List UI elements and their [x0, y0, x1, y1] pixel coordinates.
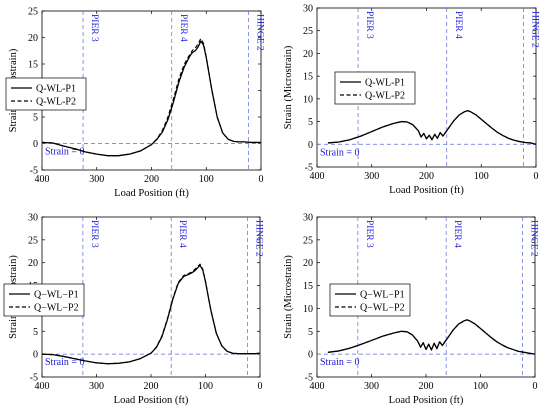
- series-line-1: [327, 110, 536, 145]
- y-tick-label: 0: [308, 140, 313, 151]
- legend-entry-label: Q−WL−P1: [34, 290, 79, 301]
- x-tick-label: 400: [35, 174, 50, 185]
- y-axis-title: Strain (Microstrain): [283, 45, 294, 129]
- chart-panel-top-right: 400 300 200 100 0 -5 0 5 10 15 20 25 30 Load Position…: [275, 0, 550, 206]
- y-tick-label: 30: [303, 4, 313, 15]
- y-tick-label: 20: [28, 33, 38, 44]
- y-tick-label: -5: [305, 163, 313, 174]
- y-tick-label: 5: [308, 327, 313, 338]
- y-tick-label: 15: [303, 72, 313, 83]
- x-tick-label: 300: [364, 171, 379, 182]
- reference-label-pier-3: PIER 3: [89, 220, 99, 248]
- x-tick-label: 0: [258, 381, 263, 392]
- zero-strain-label: Strain = 0: [320, 147, 360, 158]
- y-tick-label: 0: [308, 350, 313, 361]
- x-tick-label: 0: [533, 381, 538, 392]
- y-tick-label: 20: [303, 49, 313, 60]
- x-axis-title: Load Position (ft): [114, 395, 189, 406]
- reference-label-pier-4: PIER 4: [452, 220, 462, 248]
- reference-label-hinge-2: HINGE 2: [254, 14, 264, 51]
- y-tick-label: 25: [28, 7, 38, 18]
- y-tick-label: 0: [33, 139, 38, 150]
- x-tick-label: 200: [144, 174, 159, 185]
- series-line-2: [327, 110, 536, 145]
- x-tick-label: 0: [534, 171, 539, 182]
- x-tick-label: 200: [144, 381, 159, 392]
- series-line-2: [42, 263, 260, 365]
- x-axis-title: Load Position (ft): [114, 188, 189, 199]
- y-tick-label: -5: [305, 373, 313, 384]
- x-tick-label: 400: [310, 171, 325, 182]
- x-tick-label: 100: [473, 381, 488, 392]
- y-tick-label: 5: [33, 113, 38, 124]
- y-tick-label: -5: [30, 373, 38, 384]
- legend-entry-label: Q-WL-P2: [365, 91, 405, 102]
- x-tick-label: 400: [310, 381, 325, 392]
- x-axis-title: Load Position (ft): [389, 395, 464, 406]
- chart-svg: 400 300 200 100 0 -5 0 5 10 15 20 25 30 Load Position…: [283, 213, 538, 407]
- y-tick-label: 10: [303, 304, 313, 315]
- legend-entry-label: Q-WL-P2: [36, 97, 76, 108]
- y-tick-label: 20: [303, 258, 313, 269]
- x-tick-label: 300: [364, 381, 379, 392]
- zero-strain-label: Strain = 0: [45, 147, 85, 158]
- x-tick-label: 200: [419, 381, 434, 392]
- x-tick-label: 300: [89, 381, 104, 392]
- chart-panel-bottom-right: 400 300 200 100 0 -5 0 5 10 15 20 25 30 Load Position…: [275, 206, 550, 413]
- legend-entry-label: Q−WL−P2: [34, 303, 79, 314]
- reference-label-pier-3: PIER 3: [364, 11, 374, 39]
- y-tick-label: 10: [303, 94, 313, 105]
- zero-strain-label: Strain = 0: [320, 357, 360, 368]
- reference-label-hinge-2: HINGE 2: [253, 220, 263, 257]
- y-tick-label: 0: [33, 350, 38, 361]
- x-axis-title: Load Position (ft): [389, 185, 464, 196]
- y-tick-label: 30: [28, 213, 38, 224]
- legend-box: [329, 283, 411, 317]
- x-tick-label: 100: [198, 381, 213, 392]
- y-tick-label: -5: [30, 166, 38, 177]
- series-line-2: [327, 319, 535, 355]
- reference-label-pier-3: PIER 3: [89, 14, 99, 42]
- chart-svg: 400 300 200 100 0 -5 0 5 10 15 20 25 30 Load Position…: [283, 4, 539, 197]
- x-tick-label: 0: [259, 174, 264, 185]
- x-tick-label: 300: [89, 174, 104, 185]
- legend-box: [3, 283, 85, 317]
- y-tick-label: 25: [303, 26, 313, 37]
- x-tick-label: 100: [199, 174, 214, 185]
- reference-label-pier-4: PIER 4: [177, 220, 187, 248]
- legend-box: [334, 71, 416, 105]
- y-tick-label: 5: [308, 117, 313, 128]
- y-tick-label: 15: [28, 60, 38, 71]
- legend-entry-label: Q−WL−P2: [360, 303, 405, 314]
- legend-entry-label: Q-WL-P1: [365, 78, 405, 89]
- reference-label-pier-4: PIER 4: [178, 14, 188, 42]
- legend-box: [5, 77, 87, 111]
- reference-label-pier-4: PIER 4: [453, 11, 463, 39]
- legend-entry-label: Q-WL-P1: [36, 84, 76, 95]
- reference-label-hinge-2: HINGE 2: [529, 11, 539, 48]
- y-axis-title: Strain (Microstrain): [283, 255, 294, 339]
- reference-label-pier-3: PIER 3: [364, 220, 374, 248]
- y-tick-label: 15: [303, 281, 313, 292]
- y-tick-label: 25: [303, 235, 313, 246]
- reference-label-hinge-2: HINGE 2: [528, 220, 538, 257]
- y-tick-label: 20: [28, 258, 38, 269]
- x-tick-label: 200: [419, 171, 434, 182]
- legend-entry-label: Q−WL−P1: [360, 290, 405, 301]
- y-tick-label: 30: [303, 213, 313, 224]
- y-tick-label: 25: [28, 235, 38, 246]
- series-line-2: [42, 38, 261, 157]
- x-tick-label: 400: [35, 381, 50, 392]
- y-tick-label: 5: [33, 327, 38, 338]
- zero-strain-label: Strain = 0: [45, 357, 85, 368]
- x-tick-label: 100: [474, 171, 489, 182]
